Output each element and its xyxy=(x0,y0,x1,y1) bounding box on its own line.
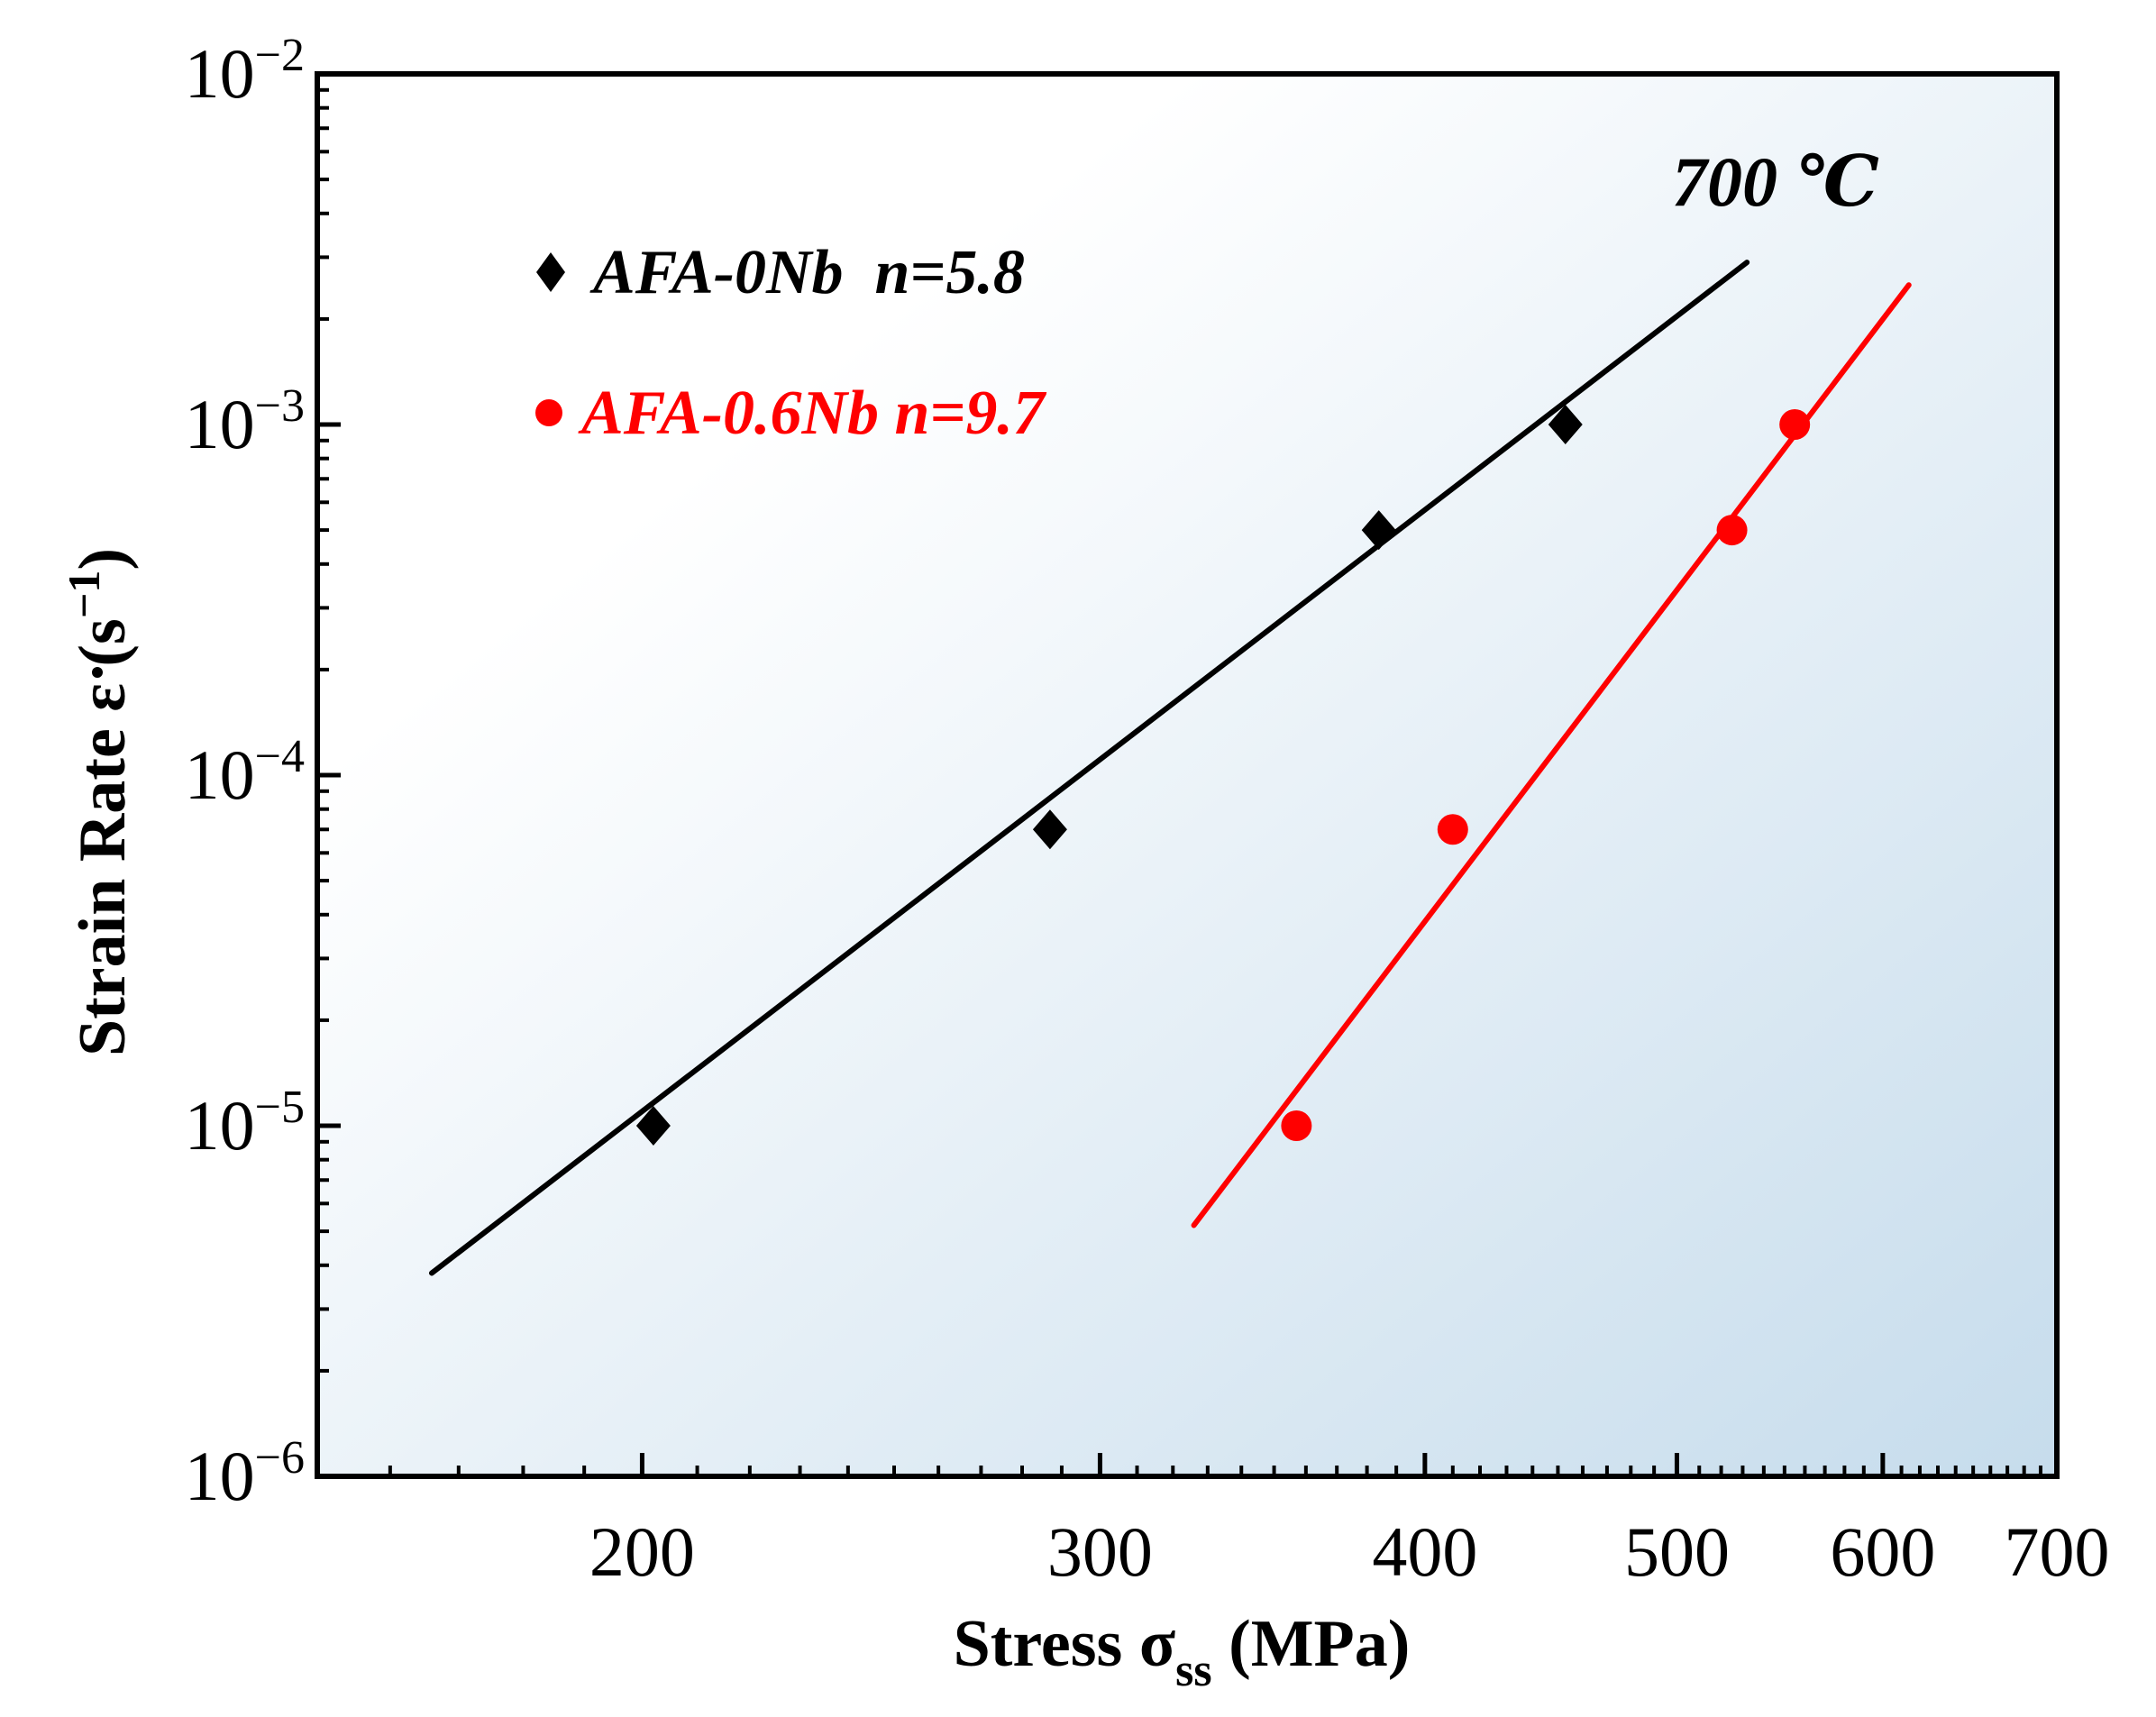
x-tick-label: 700 xyxy=(2005,1512,2110,1591)
fit-line-afa-06nb xyxy=(1191,282,1912,1228)
y-tick-label-exponent: −6 xyxy=(255,1432,305,1484)
x-axis-label: Stress σss (MPa) xyxy=(954,1607,1411,1696)
x-tick-label: 600 xyxy=(1830,1512,1935,1591)
y-tick-label-base: 10 xyxy=(185,1437,255,1515)
y-axis-label-superscript: −1 xyxy=(59,571,109,619)
data-point-afa-0nb xyxy=(1361,510,1396,551)
y-tick-label-exponent: −3 xyxy=(255,380,305,432)
svg-text:Strain Rate ε (s−1): Strain Rate ε (s−1) xyxy=(59,548,140,1056)
x-tick-label: 400 xyxy=(1372,1512,1477,1591)
y-tick-label-exponent: −2 xyxy=(255,30,305,81)
plot-area-background xyxy=(317,74,2057,1476)
data-point-afa-06nb xyxy=(1437,814,1468,845)
y-tick-label: 10−5 xyxy=(185,1082,305,1164)
data-point-afa-0nb xyxy=(635,1106,671,1146)
y-axis-label: Strain Rate ε (s−1) xyxy=(59,548,140,1056)
fit-line-afa-0nb xyxy=(428,260,1750,1276)
data-points xyxy=(635,405,1811,1146)
y-tick-label-exponent: −5 xyxy=(255,1082,305,1133)
legend-marker-afa-0nb xyxy=(536,252,565,292)
data-point-afa-06nb xyxy=(1716,515,1748,546)
y-tick-label: 10−2 xyxy=(185,30,305,113)
fit-lines xyxy=(428,260,1912,1276)
y-tick-label-base: 10 xyxy=(185,735,255,814)
y-tick-label-exponent: −4 xyxy=(255,731,305,782)
data-point-afa-06nb xyxy=(1281,1110,1312,1141)
x-axis-label-subscript: ss xyxy=(1175,1645,1211,1696)
data-point-afa-0nb xyxy=(1548,405,1583,444)
y-axis-label-main: Strain Rate ε xyxy=(66,683,140,1056)
y-tick-label-base: 10 xyxy=(185,385,255,463)
legend-marker-afa-06nb xyxy=(535,399,562,426)
y-tick-label: 10−4 xyxy=(185,731,305,814)
y-tick-label-base: 10 xyxy=(185,34,255,113)
y-axis-label-close: ) xyxy=(66,548,140,571)
legend-label-afa-0nb: AFA-0Nb n=5.8 xyxy=(589,238,1025,307)
y-tick-label-base: 10 xyxy=(185,1086,255,1164)
data-point-afa-0nb xyxy=(1032,809,1067,850)
y-axis-label-unit: (s xyxy=(66,618,140,683)
x-tick-label: 300 xyxy=(1047,1512,1153,1591)
temperature-annotation: 700 ℃ xyxy=(1672,142,1879,221)
x-axis-label-main: Stress σ xyxy=(954,1607,1176,1681)
x-axis-label-unit: (MPa) xyxy=(1212,1607,1411,1681)
legend-label-afa-06nb: AFA-0.6Nb n=9.7 xyxy=(578,379,1047,448)
y-tick-label: 10−6 xyxy=(185,1432,305,1515)
legend: AFA-0Nb n=5.8 AFA-0.6Nb n=9.7 xyxy=(535,238,1047,448)
epsilon-dot xyxy=(92,667,103,678)
data-point-afa-06nb xyxy=(1779,409,1811,440)
x-tick-label: 500 xyxy=(1624,1512,1730,1591)
y-tick-label: 10−3 xyxy=(185,380,305,463)
x-tick-label: 200 xyxy=(589,1512,695,1591)
